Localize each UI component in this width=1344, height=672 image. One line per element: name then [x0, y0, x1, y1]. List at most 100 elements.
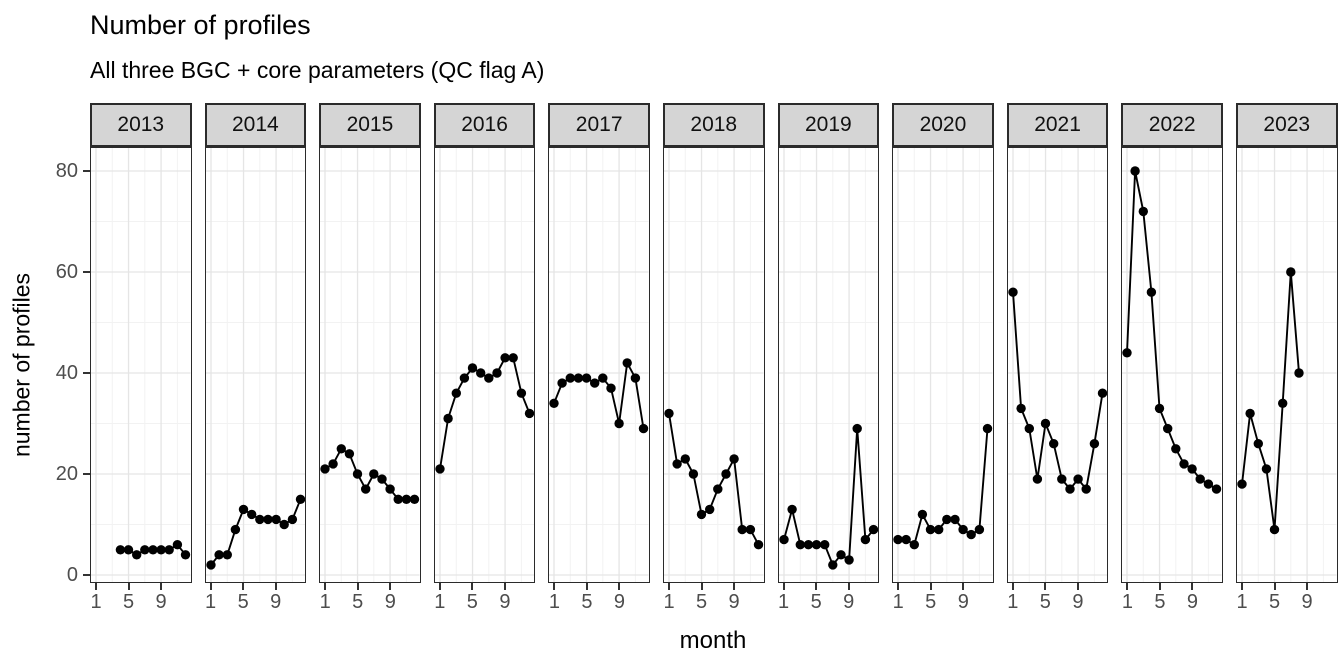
facet-panel	[433, 147, 536, 583]
x-tick-mark	[929, 583, 932, 590]
x-tick-label: 1	[434, 591, 446, 613]
data-point	[156, 545, 166, 555]
y-tick-mark	[83, 574, 90, 576]
data-point	[982, 423, 993, 434]
data-point	[1097, 388, 1107, 398]
x-tick-label: 9	[957, 591, 969, 613]
data-point	[336, 444, 347, 454]
facet-strip-label: 2016	[433, 103, 536, 147]
x-tick-label: 1	[90, 591, 102, 613]
facet-2020: 2020 1 5 9	[892, 0, 994, 672]
x-tick-label: 1	[1236, 591, 1248, 613]
facet-2018: 2018 1 5 9	[663, 0, 765, 672]
facet-2016: 2016 1 5 9	[433, 0, 536, 672]
facet-2019: 2019 1 5 9	[777, 0, 880, 672]
data-point	[1147, 287, 1157, 297]
facet-strip-label: 2021	[1006, 103, 1109, 147]
x-tick-mark	[1273, 583, 1276, 590]
data-point	[582, 373, 592, 383]
facet-panel	[1006, 147, 1109, 583]
data-point	[778, 534, 789, 545]
data-point	[246, 509, 256, 520]
facet-plot	[1122, 148, 1222, 582]
data-point	[934, 524, 944, 535]
x-tick-label: 5	[1268, 591, 1281, 613]
facet-plot	[434, 148, 535, 582]
facet-strip-label: 2019	[777, 103, 880, 147]
x-tick-mark	[897, 583, 900, 590]
x-tick-mark	[700, 583, 703, 590]
x-tick-mark	[847, 583, 850, 590]
facet-panel	[663, 147, 765, 583]
data-point	[598, 373, 608, 383]
x-tick-label: 5	[1039, 591, 1051, 613]
data-point	[1056, 474, 1067, 484]
x-tick-mark	[1126, 583, 1129, 590]
data-point	[1253, 439, 1263, 449]
x-tick-label: 1	[205, 591, 217, 613]
data-point	[1008, 287, 1018, 297]
data-point	[590, 378, 600, 388]
data-point	[639, 423, 649, 434]
facet-2015: 2015 1 5 9	[319, 0, 421, 672]
data-point	[1081, 484, 1091, 494]
data-point	[361, 484, 371, 494]
data-point	[901, 534, 911, 545]
facet-plot	[549, 148, 649, 582]
data-point	[1187, 464, 1198, 474]
data-point	[860, 534, 870, 545]
x-tick-mark	[471, 583, 474, 590]
data-point	[925, 524, 936, 535]
facet-panel	[204, 147, 307, 583]
x-tick-mark	[503, 583, 506, 590]
data-point	[295, 494, 305, 504]
data-point	[713, 484, 723, 494]
facet-2022: 2022 1 5 9	[1121, 0, 1223, 672]
data-point	[664, 408, 674, 419]
x-tick-mark	[274, 583, 277, 590]
data-point	[745, 524, 756, 535]
x-tick-label: 5	[122, 591, 135, 613]
x-tick-label: 1	[548, 591, 560, 613]
data-point	[508, 353, 518, 363]
facet-2013: 2013 1 5 9	[90, 0, 192, 672]
data-point	[1073, 474, 1083, 484]
facet-strip-label: 2022	[1121, 103, 1223, 147]
data-point	[475, 368, 486, 378]
data-point	[606, 383, 617, 393]
data-point	[172, 540, 183, 550]
data-point	[974, 524, 985, 535]
data-point	[180, 550, 191, 560]
data-point	[803, 540, 813, 550]
data-point	[614, 418, 625, 429]
data-point	[230, 524, 240, 535]
data-point	[1179, 459, 1190, 469]
data-point	[524, 408, 534, 419]
x-axis-title: month	[679, 627, 747, 654]
data-point	[1286, 267, 1296, 277]
data-point	[696, 509, 707, 520]
data-point	[795, 540, 805, 550]
data-point	[950, 514, 960, 525]
x-tick-label: 9	[270, 591, 282, 613]
data-point	[835, 550, 846, 560]
facet-panel	[777, 147, 880, 583]
data-point	[1138, 206, 1149, 217]
facet-plot	[664, 148, 764, 582]
y-tick-mark	[83, 271, 90, 273]
x-tick-label: 5	[581, 591, 593, 613]
facet-strip-label: 2020	[892, 103, 994, 147]
y-tick-label: 40	[55, 362, 78, 384]
x-tick-mark	[815, 583, 818, 590]
x-tick-label: 5	[810, 591, 822, 613]
data-point	[1204, 479, 1214, 489]
x-tick-mark	[1076, 583, 1079, 590]
data-point	[352, 469, 363, 479]
facet-2017: 2017 1 5 9	[548, 0, 650, 672]
data-point	[827, 560, 838, 570]
data-point	[369, 469, 379, 479]
data-point	[328, 459, 338, 469]
data-point	[115, 545, 126, 555]
x-tick-label: 5	[237, 591, 249, 613]
